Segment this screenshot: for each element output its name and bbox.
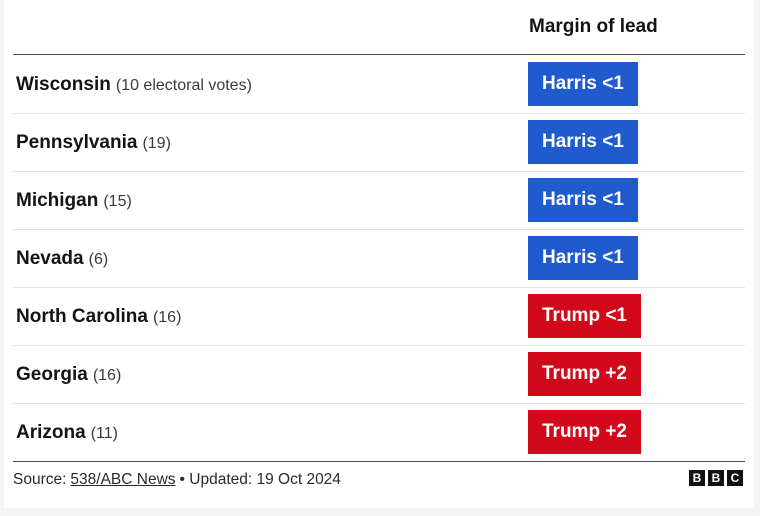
table-row: Michigan (15) Harris <1 bbox=[13, 172, 745, 230]
electoral-votes: (19) bbox=[142, 135, 171, 152]
electoral-votes: (10 electoral votes) bbox=[115, 77, 252, 94]
source-line: Source: 538/ABC News • Updated: 19 Oct 202… bbox=[13, 471, 341, 489]
table-row: Wisconsin (10 electoral votes) Harris <1 bbox=[13, 56, 745, 114]
electoral-votes: (6) bbox=[88, 251, 109, 268]
state-name: Michigan bbox=[16, 190, 99, 211]
state-name: North Carolina bbox=[16, 306, 148, 327]
state-name: Wisconsin bbox=[16, 74, 111, 95]
column-title: Margin of lead bbox=[529, 16, 658, 37]
electoral-votes: (15) bbox=[103, 193, 132, 210]
electoral-votes: (11) bbox=[90, 425, 118, 442]
source-label: Source: bbox=[13, 471, 67, 488]
updated: • Updated: 19 Oct 2024 bbox=[179, 471, 341, 488]
electoral-votes: (16) bbox=[92, 367, 122, 384]
margin-badge: Harris <1 bbox=[528, 236, 638, 280]
table-panel: Margin of lead Wisconsin (10 electoral vo… bbox=[4, 0, 754, 508]
table-header: Margin of lead bbox=[13, 0, 745, 55]
state-name: Arizona bbox=[16, 422, 86, 443]
electoral-votes: (16) bbox=[152, 309, 182, 326]
margin-badge: Harris <1 bbox=[528, 178, 638, 222]
state-cell: Georgia (16) bbox=[16, 364, 121, 386]
margin-badge: Harris <1 bbox=[528, 62, 638, 106]
state-cell: Wisconsin (10 electoral votes) bbox=[16, 74, 252, 96]
footer: Source: 538/ABC News • Updated: 19 Oct 202… bbox=[13, 461, 745, 502]
logo-letter: B bbox=[708, 470, 724, 486]
margin-badge: Harris <1 bbox=[528, 120, 638, 164]
table-row: Georgia (16) Trump +2 bbox=[13, 346, 745, 404]
logo-letter: C bbox=[727, 470, 743, 486]
state-cell: Michigan (15) bbox=[16, 190, 132, 212]
state-cell: Nevada (6) bbox=[16, 248, 108, 270]
logo-letter: B bbox=[689, 470, 705, 486]
state-name: Pennsylvania bbox=[16, 132, 138, 153]
source-link[interactable]: 538/ABC News bbox=[70, 471, 176, 488]
state-name: Georgia bbox=[16, 364, 88, 385]
margin-badge: Trump +2 bbox=[528, 410, 641, 454]
state-cell: Arizona (11) bbox=[16, 422, 118, 444]
table-row: North Carolina (16) Trump <1 bbox=[13, 288, 745, 346]
state-name: Nevada bbox=[16, 248, 84, 269]
table-row: Nevada (6) Harris <1 bbox=[13, 230, 745, 288]
margin-badge: Trump +2 bbox=[528, 352, 641, 396]
state-cell: North Carolina (16) bbox=[16, 306, 181, 328]
table-row: Pennsylvania (19) Harris <1 bbox=[13, 114, 745, 172]
margin-badge: Trump <1 bbox=[528, 294, 641, 338]
state-cell: Pennsylvania (19) bbox=[16, 132, 171, 154]
table-row: Arizona (11) Trump +2 bbox=[13, 404, 745, 461]
